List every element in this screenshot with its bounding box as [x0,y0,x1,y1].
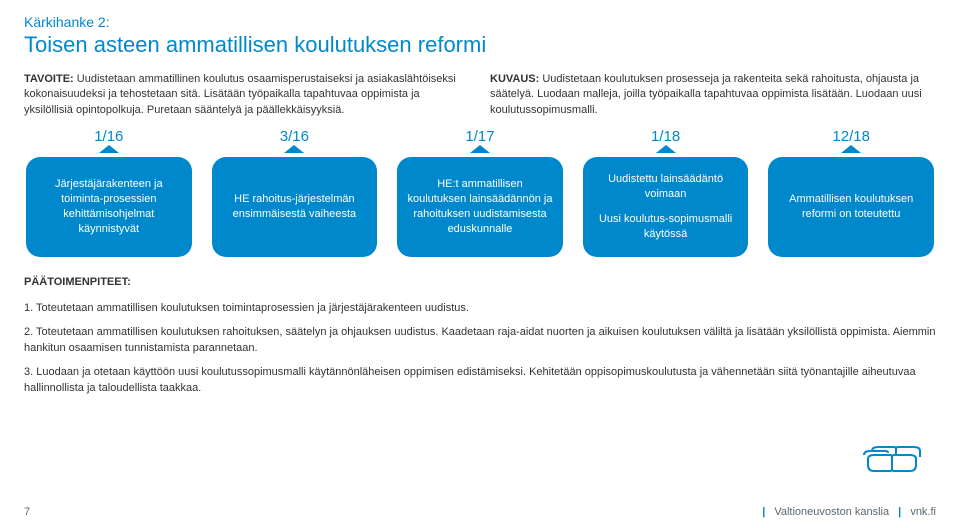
milestone-1: 1/16 Järjestäjärakenteen ja toiminta-pro… [26,128,192,257]
milestone-5: 12/18 Ammatillisen koulutuksen reformi o… [768,128,934,257]
footer-right: | Valtioneuvoston kanslia | vnk.fi [756,506,936,518]
milestone-box-4: Uudistettu lainsäädäntö voimaan Uusi kou… [583,157,749,257]
karkihanke-label: Kärkihanke 2: [24,14,936,30]
milestone-box-1: Järjestäjärakenteen ja toiminta-prosessi… [26,157,192,257]
milestone-text-5: Ammatillisen koulutuksen reformi on tote… [778,192,924,222]
footer-url: vnk.fi [910,506,936,518]
milestone-box-5: Ammatillisen koulutuksen reformi on tote… [768,157,934,257]
tavoite-column: TAVOITE: Uudistetaan ammatillinen koulut… [24,72,470,118]
sep-icon: | [762,506,765,518]
action-2: 2. Toteutetaan ammatillisen koulutuksen … [24,325,936,357]
books-icon [860,425,922,478]
triangle-icon [841,145,861,153]
milestone-box-2: HE rahoitus-järjestelmän ensimmäisestä v… [212,157,378,257]
tavoite-text: Uudistetaan ammatillinen koulutus osaami… [24,73,456,116]
date-5: 12/18 [832,128,870,145]
header: Kärkihanke 2: Toisen asteen ammatillisen… [0,0,960,64]
sep-icon: | [898,506,901,518]
triangle-icon [284,145,304,153]
date-1: 1/16 [94,128,123,145]
triangle-icon [99,145,119,153]
footer-org: Valtioneuvoston kanslia [774,506,889,518]
kuvaus-column: KUVAUS: Uudistetaan koulutuksen prosesse… [490,72,936,118]
action-1: 1. Toteutetaan ammatillisen koulutuksen … [24,301,936,317]
triangle-icon [470,145,490,153]
milestone-2: 3/16 HE rahoitus-järjestelmän ensimmäise… [212,128,378,257]
kuvaus-label: KUVAUS: [490,73,539,85]
page-number: 7 [24,506,30,518]
intro-section: TAVOITE: Uudistetaan ammatillinen koulut… [0,64,960,128]
date-2: 3/16 [280,128,309,145]
milestone-text-3: HE:t ammatillisen koulutuksen lainsäädän… [407,177,553,236]
kuvaus-text: Uudistetaan koulutuksen prosesseja ja ra… [490,73,922,116]
actions-section: PÄÄTOIMENPITEET: 1. Toteutetaan ammatill… [0,257,960,413]
milestone-sub-4: Uusi koulutus-sopimusmalli käytössä [593,212,739,242]
milestone-text-1: Järjestäjärakenteen ja toiminta-prosessi… [36,177,182,236]
date-4: 1/18 [651,128,680,145]
page-title: Toisen asteen ammatillisen koulutuksen r… [24,32,936,58]
action-3: 3. Luodaan ja otetaan käyttöön uusi koul… [24,365,936,397]
milestone-3: 1/17 HE:t ammatillisen koulutuksen lains… [397,128,563,257]
tavoite-label: TAVOITE: [24,73,74,85]
milestone-box-3: HE:t ammatillisen koulutuksen lainsäädän… [397,157,563,257]
date-3: 1/17 [465,128,494,145]
timeline-section: 1/16 Järjestäjärakenteen ja toiminta-pro… [0,128,960,257]
milestone-text-2: HE rahoitus-järjestelmän ensimmäisestä v… [222,192,368,222]
footer: 7 | Valtioneuvoston kanslia | vnk.fi [0,502,960,522]
milestone-text-4: Uudistettu lainsäädäntö voimaan [593,172,739,202]
milestones-row: 1/16 Järjestäjärakenteen ja toiminta-pro… [16,128,944,257]
actions-label: PÄÄTOIMENPITEET: [24,275,936,291]
triangle-icon [656,145,676,153]
milestone-4: 1/18 Uudistettu lainsäädäntö voimaan Uus… [583,128,749,257]
